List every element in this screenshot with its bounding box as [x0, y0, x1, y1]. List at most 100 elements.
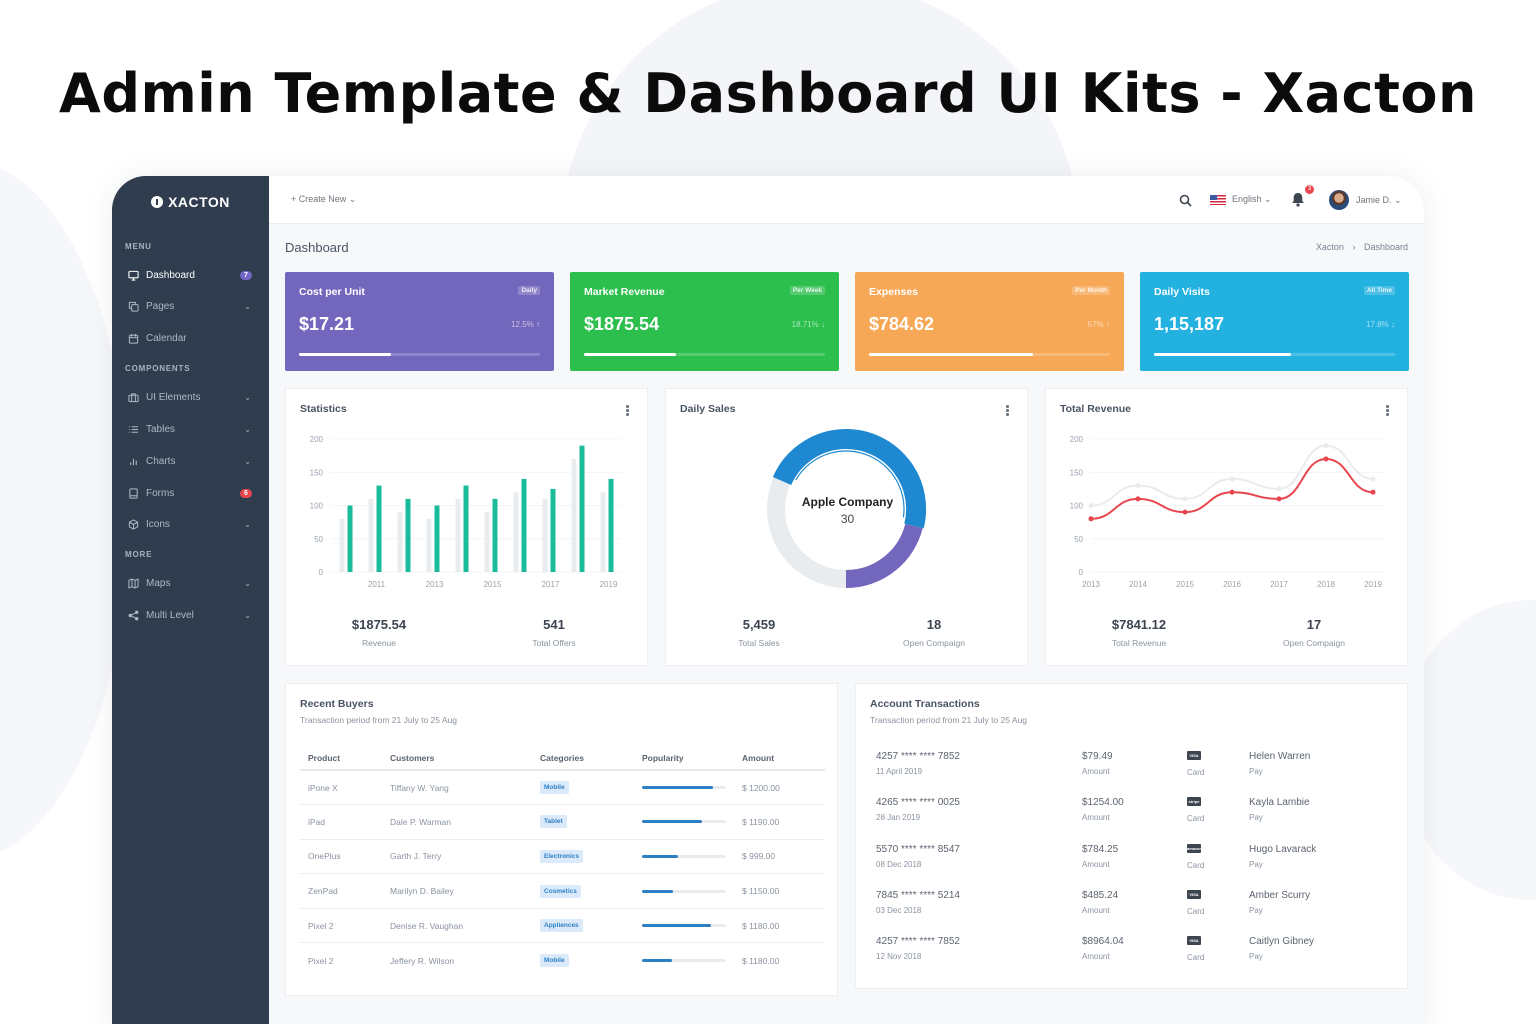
- popularity-cell: [634, 770, 734, 806]
- user-name: Jamie D. ⌄: [1356, 194, 1402, 205]
- metric-value: $1875.54: [351, 617, 407, 632]
- svg-text:2015: 2015: [1176, 580, 1194, 589]
- sidebar-item-tables[interactable]: Tables ⌄: [112, 418, 269, 440]
- amount-label: Amount: [1082, 767, 1110, 776]
- account-transactions-card: Account Transactions Transaction period …: [855, 683, 1408, 989]
- sidebar-item-forms[interactable]: Forms 6: [112, 482, 269, 504]
- transaction-item[interactable]: 4257 **** **** 7852 11 April 2019 $79.49 Am…: [876, 751, 1396, 797]
- card-number: 4257 **** **** 7852: [876, 751, 960, 762]
- card-title: Account Transactions: [870, 698, 980, 710]
- transaction-date: 12 Nov 2018: [876, 952, 922, 962]
- metric-value: 17: [1306, 617, 1322, 632]
- period-tag: Per Week: [789, 286, 825, 295]
- language-label: English ⌄: [1232, 194, 1272, 204]
- brand-logo[interactable]: XACTON: [112, 194, 269, 210]
- sidebar-item-label: Maps: [146, 577, 171, 589]
- transaction-amount: $79.49: [1082, 751, 1113, 762]
- transaction-date: 03 Dec 2018: [876, 905, 922, 915]
- chevron-down-icon: ⌄: [244, 392, 251, 402]
- payer-name: Helen Warren: [1249, 751, 1311, 762]
- donut-chart: [767, 428, 927, 589]
- donut-center: Apple Company 30: [666, 495, 1029, 526]
- sidebar-item-calendar[interactable]: Calendar: [112, 327, 269, 349]
- breadcrumb-separator: ›: [1352, 242, 1356, 252]
- stat-change: 18.71% ↓: [791, 320, 825, 329]
- transaction-item[interactable]: 5570 **** **** 8547 08 Dec 2018 $784.25 Amo…: [876, 843, 1396, 890]
- search-icon[interactable]: [1179, 194, 1192, 212]
- stat-value: $784.62: [869, 314, 935, 334]
- breadcrumb-link[interactable]: Xacton: [1315, 242, 1344, 252]
- metric-open-campaign: 17 Open Compaign: [1239, 617, 1389, 648]
- progress-bar: [584, 353, 825, 356]
- table-row[interactable]: iPad Dale P. Warman Tablet $ 1190.00: [300, 804, 825, 840]
- metric-value: $7841.12: [1111, 617, 1167, 632]
- section-more: MORE: [125, 550, 153, 559]
- more-options-icon[interactable]: [1386, 405, 1389, 417]
- svg-text:2011: 2011: [368, 580, 386, 589]
- product-cell: iPad: [300, 804, 382, 840]
- sidebar-item-label: Calendar: [146, 332, 187, 344]
- product-cell: OnePlus: [300, 839, 382, 875]
- transaction-item[interactable]: 7845 **** **** 5214 03 Dec 2018 $485.24 Amo…: [876, 889, 1396, 936]
- transaction-amount: $784.25: [1082, 843, 1119, 855]
- sidebar-item-pages[interactable]: Pages ⌄: [112, 295, 269, 317]
- popularity-cell: [634, 908, 734, 944]
- metric-label: Total Sales: [738, 638, 780, 648]
- svg-text:2017: 2017: [1270, 580, 1288, 589]
- transaction-item[interactable]: 4257 **** **** 7852 12 Nov 2018 $8964.04 Am…: [876, 936, 1396, 982]
- popularity-bar: [642, 786, 726, 790]
- metric-total-offers: 541 Total Offers: [479, 617, 629, 648]
- svg-text:2013: 2013: [1082, 580, 1100, 589]
- sidebar-item-maps[interactable]: Maps ⌄: [112, 572, 269, 594]
- progress-bar: [1154, 353, 1395, 356]
- column-header[interactable]: Amount: [734, 746, 825, 771]
- column-header[interactable]: Popularity: [634, 746, 734, 771]
- amount-label: Amount: [1082, 859, 1110, 869]
- language-selector[interactable]: English ⌄: [1210, 194, 1272, 205]
- product-cell: ZenPad: [300, 873, 382, 909]
- table-row[interactable]: Pixel 2 Jeffery R. Wilson Mobile $ 1180.00: [300, 943, 825, 978]
- table-row[interactable]: Pixel 2 Denise R. Vaughan Appliences $ 1180…: [300, 908, 825, 944]
- table-row[interactable]: OnePlus Garth J. Terry Electronics $ 999.00: [300, 839, 825, 875]
- progress-bar: [869, 353, 1110, 356]
- table-row[interactable]: iPone X Tiffany W. Yang Mobile $ 1200.00: [300, 770, 825, 806]
- table-row[interactable]: ZenPad Marilyn D. Bailey Cosmetics $ 1150.0…: [300, 873, 825, 909]
- transaction-item[interactable]: 4265 **** **** 0025 28 Jan 2019 $1254.00 Am…: [876, 797, 1396, 843]
- background-shape: [0, 160, 130, 860]
- transaction-date: 08 Dec 2018: [876, 859, 922, 869]
- user-menu[interactable]: Jamie D. ⌄: [1329, 190, 1402, 210]
- more-options-icon[interactable]: [626, 405, 629, 417]
- stat-label: Daily Visits: [1154, 286, 1210, 298]
- metric-value: 5,459: [742, 617, 776, 632]
- amount-cell: $ 1200.00: [734, 770, 825, 806]
- amount-cell: $ 1180.00: [742, 955, 780, 966]
- stat-label: Market Revenue: [584, 286, 665, 298]
- column-header[interactable]: Categories: [532, 746, 634, 771]
- category-chip: Mobile: [540, 954, 569, 968]
- list-icon: [127, 423, 139, 435]
- sidebar-item-icons[interactable]: Icons ⌄: [112, 513, 269, 535]
- customer-cell: Denise R. Vaughan: [382, 908, 532, 944]
- column-header[interactable]: Customers: [382, 746, 532, 771]
- hero-title: Admin Template & Dashboard UI Kits - Xac…: [59, 62, 1477, 125]
- stat-change: 17.8% ↓: [1366, 320, 1395, 329]
- sidebar-item-ui-elements[interactable]: UI Elements ⌄: [112, 386, 269, 408]
- sidebar-item-dashboard[interactable]: Dashboard 7: [112, 264, 269, 286]
- chevron-down-icon: ⌄: [244, 301, 251, 311]
- bell-icon[interactable]: [1291, 192, 1305, 212]
- metric-total-revenue: $7841.12 Total Revenue: [1064, 617, 1214, 648]
- amount-cell: $ 1150.00: [734, 873, 825, 909]
- section-components: COMPONENTS: [125, 364, 191, 373]
- sidebar-item-multi-level[interactable]: Multi Level ⌄: [112, 604, 269, 626]
- more-options-icon[interactable]: [1006, 405, 1009, 417]
- create-new-button[interactable]: + Create New ⌄: [291, 194, 357, 204]
- category-cell: Tablet: [532, 804, 634, 840]
- chevron-down-icon: ⌄: [244, 519, 251, 529]
- column-header[interactable]: Product: [300, 746, 382, 771]
- visa-card-icon: VISA: [1187, 936, 1201, 946]
- svg-text:150: 150: [1070, 468, 1084, 477]
- sidebar-item-charts[interactable]: Charts ⌄: [112, 450, 269, 472]
- sidebar-item-label: Multi Level: [146, 609, 194, 621]
- amount-cell: $ 999.00: [734, 839, 825, 875]
- count-badge: 7: [240, 270, 252, 280]
